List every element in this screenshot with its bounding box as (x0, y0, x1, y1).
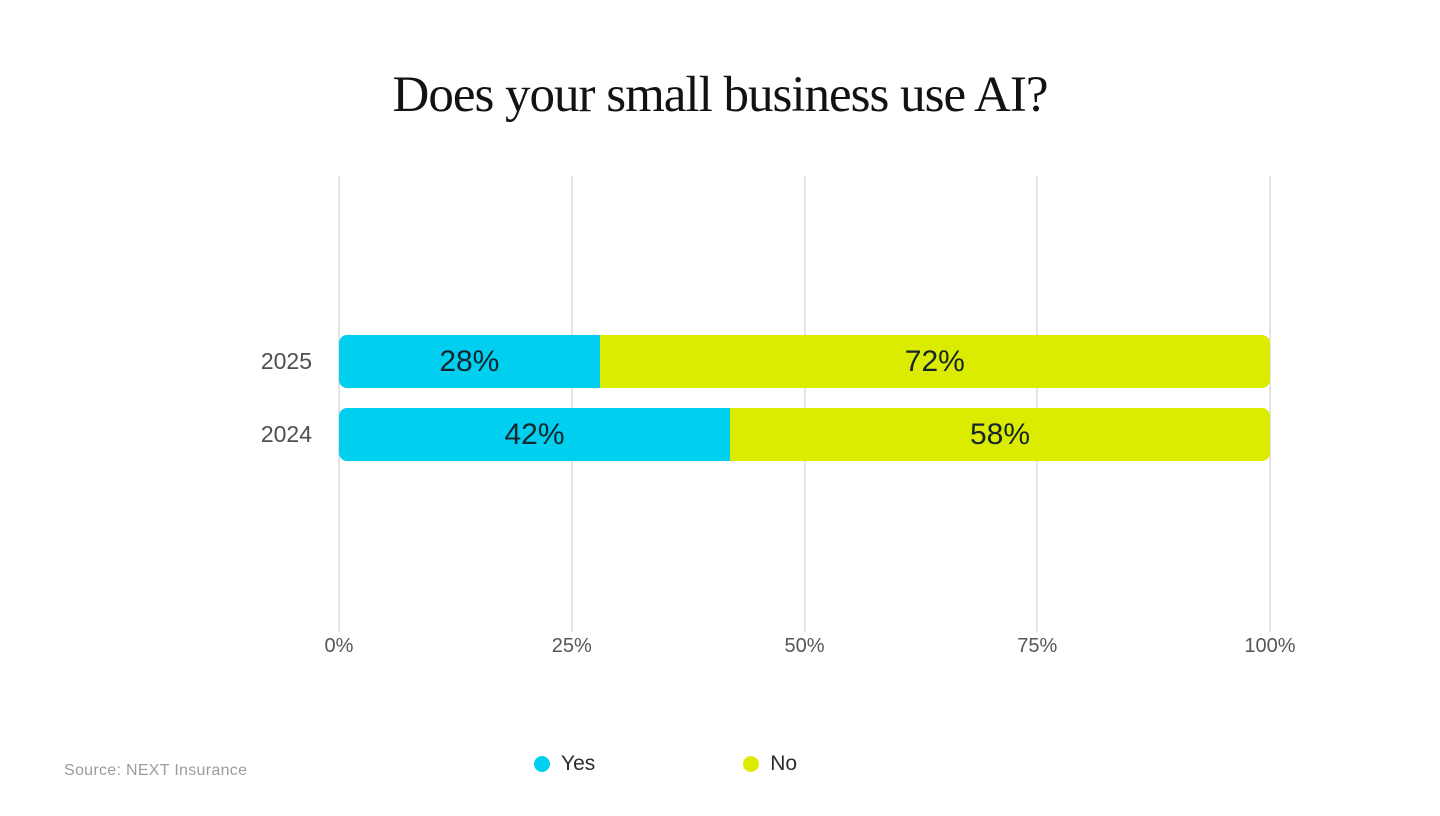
x-axis-tick-25pct: 25% (551, 635, 592, 657)
gridline-50pct (803, 176, 806, 632)
x-axis-tick-75pct: 75% (1017, 635, 1058, 657)
stacked-bar-2025: 28% 72% (339, 335, 1270, 388)
legend-item-no: No (743, 752, 797, 776)
gridline-100pct (1269, 176, 1271, 632)
legend-label-yes: Yes (561, 752, 596, 775)
source-note: Source: NEXT Insurance (64, 762, 248, 779)
legend: Yes No (534, 752, 797, 776)
legend-item-yes: Yes (534, 752, 595, 776)
x-axis-tick-100pct: 100% (1244, 635, 1296, 657)
bar-row-2024: 2024 42% 58% (261, 408, 1270, 461)
bar-segment-2025-yes: 28% (339, 335, 600, 388)
gridline-25pct (570, 176, 573, 632)
bar-segment-2024-yes: 42% (339, 408, 731, 461)
category-label-2025: 2025 (260, 348, 312, 374)
legend-label-no: No (770, 752, 798, 775)
bar-segment-2024-no: 58% (730, 408, 1270, 461)
bar-segment-2025-no: 72% (599, 335, 1270, 388)
plot-area: 2025 28% 72% 2024 42% 58% (261, 176, 1271, 632)
x-axis-tick-0pct: 0% (324, 635, 354, 657)
bar-row-2025: 2025 28% 72% (261, 335, 1270, 388)
gridline-0pct (338, 176, 340, 632)
x-axis: 0% 25% 50% 75% 100% (325, 635, 1296, 661)
legend-dot-yes-icon (534, 756, 550, 772)
gridline-75pct (1036, 176, 1039, 632)
chart-title: Does your small business use AI? (392, 67, 1048, 124)
x-axis-tick-50pct: 50% (784, 635, 825, 657)
legend-dot-no-icon (743, 756, 760, 772)
category-label-2024: 2024 (260, 421, 312, 447)
stacked-bar-2024: 42% 58% (339, 408, 1270, 461)
